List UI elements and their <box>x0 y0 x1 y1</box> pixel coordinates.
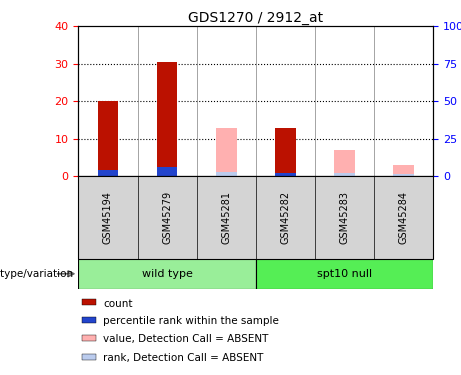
Text: rank, Detection Call = ABSENT: rank, Detection Call = ABSENT <box>103 354 264 363</box>
Bar <box>334 173 355 176</box>
Title: GDS1270 / 2912_at: GDS1270 / 2912_at <box>188 11 324 25</box>
Text: GSM45284: GSM45284 <box>399 191 409 244</box>
Bar <box>275 128 296 176</box>
Bar <box>157 167 177 176</box>
Text: GSM45282: GSM45282 <box>280 191 290 244</box>
Bar <box>98 170 118 176</box>
Text: GSM45279: GSM45279 <box>162 191 172 244</box>
Bar <box>98 101 118 176</box>
Bar <box>82 316 96 322</box>
Text: GSM45281: GSM45281 <box>221 191 231 244</box>
Bar <box>82 299 96 305</box>
Bar <box>275 172 296 176</box>
Bar <box>82 354 96 360</box>
Bar <box>78 259 256 289</box>
Bar <box>256 259 433 289</box>
Text: genotype/variation: genotype/variation <box>0 269 74 279</box>
Text: wild type: wild type <box>142 269 193 279</box>
Text: GSM45194: GSM45194 <box>103 191 113 244</box>
Bar <box>157 62 177 176</box>
Text: spt10 null: spt10 null <box>317 269 372 279</box>
Bar <box>216 128 236 176</box>
Bar <box>393 165 414 176</box>
Bar <box>82 334 96 340</box>
Bar <box>393 174 414 176</box>
Text: GSM45283: GSM45283 <box>340 191 349 244</box>
Text: value, Detection Call = ABSENT: value, Detection Call = ABSENT <box>103 334 269 344</box>
Text: count: count <box>103 299 133 309</box>
Bar <box>334 150 355 176</box>
Text: percentile rank within the sample: percentile rank within the sample <box>103 316 279 326</box>
Bar <box>216 172 236 176</box>
